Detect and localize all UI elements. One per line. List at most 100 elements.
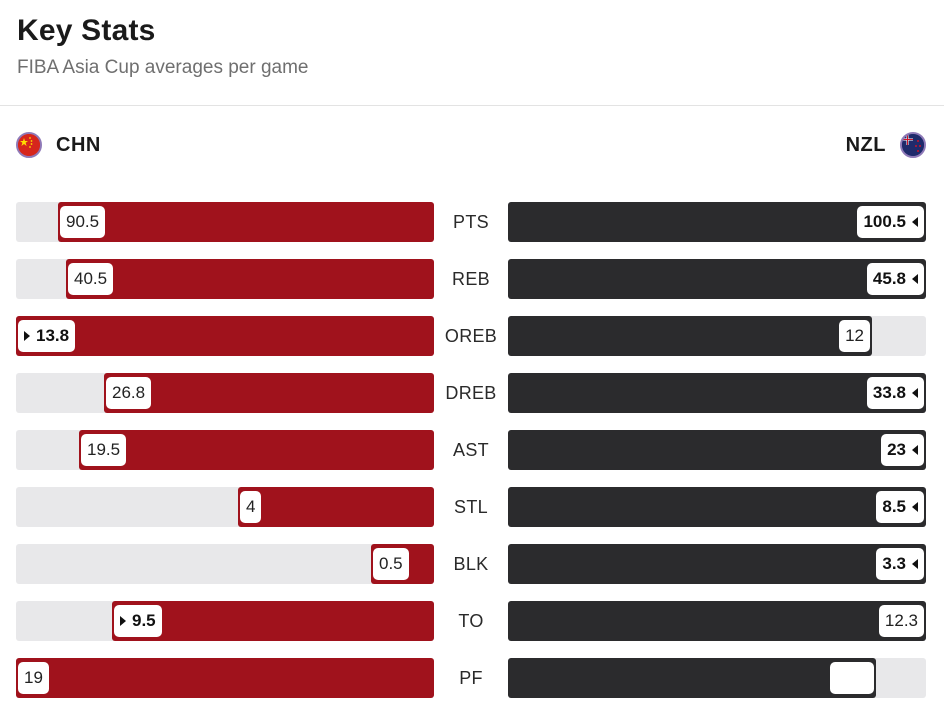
category-label: OREB [444,326,498,346]
stat-row-pf: 19 PF [0,658,944,698]
value-label-nzl: 12.3 [878,605,924,637]
value-label-nzl: 23 [881,434,924,466]
bar-chn-to: 9.5 [112,601,434,641]
bar-track-left: 19.5 [16,430,434,470]
stat-row-oreb: 13.8 OREB 12 [0,316,944,356]
bar-chn-dreb: 26.8 [104,373,434,413]
category-label: REB [452,269,490,289]
leader-arrow-icon [912,273,918,284]
stat-row-to: 9.5 TO 12.3 [0,601,944,641]
value-label-nzl: 8.5 [876,491,924,523]
value-text: 19.5 [87,440,121,459]
value-label-chn: 19 [18,662,49,694]
value-label-nzl: 3.3 [876,548,924,580]
category-label: AST [453,440,489,460]
value-text: 3.3 [882,554,906,573]
bar-nzl-dreb: 33.8 [508,373,926,413]
bar-track-right: 3.3 [508,544,926,584]
team-left: CHN [16,128,101,162]
category-label: STL [454,497,488,517]
stat-row-reb: 40.5 REB 45.8 [0,259,944,299]
bar-chn-blk: 0.5 [371,544,434,584]
category-label: DREB [445,383,497,403]
value-text: 12.3 [884,611,918,630]
bar-nzl-reb: 45.8 [508,259,926,299]
value-label-chn: 13.8 [18,320,76,352]
bar-nzl-blk: 3.3 [508,544,926,584]
value-label-chn: 4 [240,491,262,523]
value-text: 40.5 [74,269,108,288]
value-text: 45.8 [872,269,906,288]
bar-nzl-stl: 8.5 [508,487,926,527]
team-left-name: CHN [56,133,101,156]
bar-track-left: 0.5 [16,544,434,584]
stat-row-blk: 0.5 BLK 3.3 [0,544,944,584]
new-zealand-flag-icon [900,132,926,158]
bar-track-right [508,658,926,698]
leader-arrow-icon [24,330,30,341]
bar-nzl-to: 12.3 [508,601,926,641]
leader-arrow-icon [912,216,918,227]
page-title: Key Stats [17,14,156,47]
value-label-chn: 9.5 [114,605,162,637]
team-right: NZL [846,128,926,162]
value-text: 9.5 [132,611,156,630]
value-label-nzl: 100.5 [857,206,924,238]
bar-chn-pts: 90.5 [58,202,434,242]
bar-track-left: 19 [16,658,434,698]
value-text: 4 [246,497,256,516]
bar-track-right: 33.8 [508,373,926,413]
bar-chn-ast: 19.5 [79,430,434,470]
bar-chn-pf: 19 [16,658,434,698]
bar-track-left: 90.5 [16,202,434,242]
value-text: 12 [845,326,864,345]
category-label: PTS [453,212,489,232]
bar-nzl-pf [508,658,876,698]
bar-chn-reb: 40.5 [66,259,434,299]
bar-track-left: 26.8 [16,373,434,413]
leader-arrow-icon [120,615,126,626]
stat-row-ast: 19.5 AST 23 [0,430,944,470]
bar-chn-stl: 4 [238,487,434,527]
bar-chn-oreb: 13.8 [16,316,434,356]
value-text: 13.8 [36,326,70,345]
value-label-chn: 0.5 [373,548,409,580]
bar-track-left: 13.8 [16,316,434,356]
category-label: BLK [453,554,489,574]
category-label: TO [458,611,484,631]
bar-track-right: 45.8 [508,259,926,299]
team-right-name: NZL [845,133,886,156]
value-label-nzl: 45.8 [866,263,924,295]
leader-arrow-icon [912,558,918,569]
value-text: 33.8 [872,383,906,402]
value-label-chn: 26.8 [106,377,152,409]
value-label-nzl: 33.8 [866,377,924,409]
value-text: 23 [887,440,906,459]
bar-track-right: 23 [508,430,926,470]
value-label-nzl [830,662,874,694]
bar-track-left: 40.5 [16,259,434,299]
stat-row-pts: 90.5 PTS 100.5 [0,202,944,242]
value-text: 0.5 [379,554,403,573]
header: Key Stats FIBA Asia Cup averages per gam… [0,0,944,106]
bar-track-right: 12.3 [508,601,926,641]
bar-track-left: 4 [16,487,434,527]
bar-track-right: 12 [508,316,926,356]
value-label-chn: 90.5 [60,206,106,238]
leader-arrow-icon [912,444,918,455]
bar-nzl-ast: 23 [508,430,926,470]
china-flag-icon [16,132,42,158]
category-label: PF [459,668,483,688]
bar-track-left: 9.5 [16,601,434,641]
stat-row-dreb: 26.8 DREB 33.8 [0,373,944,413]
value-text: 100.5 [863,212,906,231]
value-text: 19 [24,668,43,687]
leader-arrow-icon [912,387,918,398]
bar-track-right: 100.5 [508,202,926,242]
value-label-chn: 19.5 [81,434,127,466]
stat-row-stl: 4 STL 8.5 [0,487,944,527]
leader-arrow-icon [912,501,918,512]
value-label-nzl: 12 [839,320,870,352]
bar-nzl-oreb: 12 [508,316,872,356]
value-text: 90.5 [66,212,100,231]
